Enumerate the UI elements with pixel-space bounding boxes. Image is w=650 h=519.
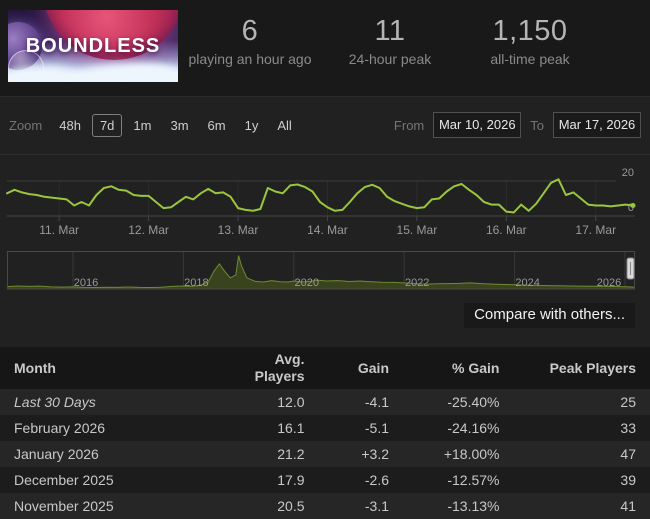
x-axis-label: 14. Mar (307, 223, 348, 237)
game-title: BOUNDLESS (8, 35, 178, 58)
players-line-series (7, 179, 633, 212)
avg-players-cell: 17.9 (221, 467, 319, 493)
range-button-48h[interactable]: 48h (51, 114, 89, 137)
x-axis-label: 13. Mar (218, 223, 259, 237)
column-header-peak-players[interactable]: Peak Players (514, 347, 650, 389)
gain-cell: -5.1 (319, 415, 404, 441)
game-header: BOUNDLESS 6 playing an hour ago 11 24-ho… (0, 0, 650, 97)
peak-players-cell: 33 (514, 415, 650, 441)
x-axis-label: 12. Mar (128, 223, 169, 237)
month-cell: February 2026 (0, 415, 221, 441)
gain-pct-cell: -24.16% (403, 415, 514, 441)
gain-pct-cell: -12.57% (403, 467, 514, 493)
main-chart[interactable]: 11. Mar 12. Mar 13. Mar 14. Mar 15. Mar 16. M… (0, 156, 650, 244)
player-stats: 6 playing an hour ago 11 24-hour peak 1,… (180, 15, 600, 67)
month-cell: November 2025 (0, 493, 221, 519)
zoom-label: Zoom (9, 118, 42, 133)
x-axis-label: 16. Mar (486, 223, 527, 237)
stat-current-players: 6 playing an hour ago (180, 15, 320, 67)
gain-cell: +3.2 (319, 441, 404, 467)
divider (0, 154, 650, 155)
alltime-peak-label: all-time peak (460, 51, 600, 67)
range-button-1m[interactable]: 1m (125, 114, 159, 137)
column-header-month[interactable]: Month (0, 347, 221, 389)
avg-players-cell: 16.1 (221, 415, 319, 441)
compare-row: Compare with others... (0, 298, 650, 328)
column-header-avg-players[interactable]: Avg. Players (221, 347, 319, 389)
column-header-gain[interactable]: Gain (319, 347, 404, 389)
peak-players-cell: 47 (514, 441, 650, 467)
from-label: From (394, 118, 424, 133)
alltime-area-series (7, 256, 634, 289)
peak-24h-value: 11 (320, 15, 460, 48)
last-point-marker (631, 203, 636, 208)
compare-with-others-link[interactable]: Compare with others... (464, 303, 635, 328)
navigator-chart[interactable]: 2016 2018 2020 2022 2024 2026 (0, 248, 650, 298)
x-axis-label: 11. Mar (39, 223, 79, 237)
month-cell: Last 30 Days (0, 389, 221, 415)
year-label: 2026 (597, 277, 621, 289)
gain-pct-cell: -25.40% (403, 389, 514, 415)
stat-alltime-peak: 1,150 all-time peak (460, 15, 600, 67)
peak-players-cell: 41 (514, 493, 650, 519)
current-players-value: 6 (180, 15, 320, 48)
range-button-6m[interactable]: 6m (200, 114, 234, 137)
gain-pct-cell: +18.00% (403, 441, 514, 467)
year-label: 2022 (405, 277, 429, 289)
current-players-label: playing an hour ago (180, 51, 320, 67)
gain-cell: -3.1 (319, 493, 404, 519)
gain-cell: -4.1 (319, 389, 404, 415)
from-date-input[interactable]: Mar 10, 2026 (433, 112, 521, 138)
gain-pct-cell: -13.13% (403, 493, 514, 519)
column-header--gain[interactable]: % Gain (403, 347, 514, 389)
peak-players-cell: 25 (514, 389, 650, 415)
x-axis-label: 17. Mar (575, 223, 616, 237)
range-button-3m[interactable]: 3m (162, 114, 196, 137)
alltime-peak-value: 1,150 (460, 15, 600, 48)
avg-players-cell: 21.2 (221, 441, 319, 467)
year-label: 2024 (515, 277, 539, 289)
range-button-7d[interactable]: 7d (92, 114, 122, 137)
y-axis-label: 20 (622, 167, 634, 179)
month-cell: December 2025 (0, 467, 221, 493)
to-label: To (530, 118, 544, 133)
year-label: 2018 (184, 277, 208, 289)
gain-cell: -2.6 (319, 467, 404, 493)
month-cell: January 2026 (0, 441, 221, 467)
year-label: 2020 (295, 277, 319, 289)
avg-players-cell: 20.5 (221, 493, 319, 519)
peak-players-cell: 39 (514, 467, 650, 493)
year-label: 2016 (74, 277, 98, 289)
game-banner[interactable]: BOUNDLESS (8, 10, 178, 82)
x-axis-label: 15. Mar (397, 223, 438, 237)
range-button-all[interactable]: All (269, 114, 299, 137)
range-button-1y[interactable]: 1y (237, 114, 267, 137)
peak-24h-label: 24-hour peak (320, 51, 460, 67)
to-date-input[interactable]: Mar 17, 2026 (553, 112, 641, 138)
avg-players-cell: 12.0 (221, 389, 319, 415)
stat-24h-peak: 11 24-hour peak (320, 15, 460, 67)
